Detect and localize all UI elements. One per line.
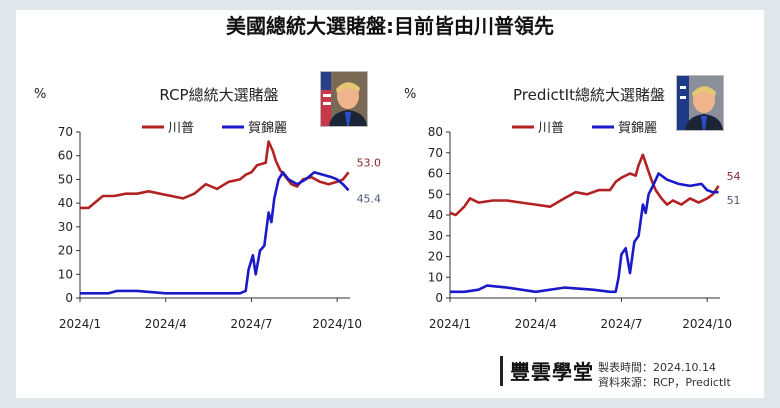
legend-label-harris: 賀錦麗: [618, 120, 657, 136]
y-tick-label: 70: [428, 146, 443, 160]
legend-label-trump: 川普: [168, 121, 194, 136]
y-axis-label: %: [34, 87, 46, 102]
y-tick-label: 40: [58, 196, 73, 210]
y-tick-label: 30: [58, 220, 73, 234]
y-tick-label: 60: [58, 149, 73, 163]
y-tick-label: 20: [58, 244, 73, 258]
series-line-trump: [449, 153, 720, 217]
end-value-label-harris: 45.4: [357, 192, 382, 205]
y-tick-label: 10: [58, 267, 73, 281]
end-value-label-harris: 51: [727, 194, 741, 207]
legend-label-harris: 賀錦麗: [248, 120, 287, 136]
chart-card: [16, 10, 764, 398]
x-tick-label: 2024/7: [600, 317, 642, 331]
y-tick-label: 0: [65, 291, 73, 305]
x-tick-label: 2024/4: [515, 317, 557, 331]
y-tick-label: 30: [428, 229, 443, 243]
footer-divider: [500, 356, 503, 386]
y-tick-label: 50: [58, 172, 73, 186]
brand-logo-text: 豐雲學堂: [510, 360, 594, 384]
y-axis-label: %: [404, 87, 416, 102]
x-tick-label: 2024/7: [230, 317, 272, 331]
y-tick-label: 40: [428, 208, 443, 222]
chart-title: RCP總統大選賭盤: [159, 86, 278, 104]
trump-photo-left: [320, 71, 368, 127]
legend-label-trump: 川普: [538, 121, 564, 136]
y-tick-label: 50: [428, 187, 443, 201]
series-line-harris: [450, 172, 719, 294]
series-line-harris: [80, 171, 350, 295]
y-tick-label: 10: [428, 270, 443, 284]
x-tick-label: 2024/10: [682, 317, 732, 331]
end-value-label-trump: 54: [727, 170, 741, 183]
end-value-label-trump: 53.0: [357, 156, 382, 169]
y-tick-label: 0: [435, 291, 443, 305]
page-title: 美國總統大選賭盤:目前皆由川普領先: [226, 14, 554, 38]
data-source: 資料來源：RCP，PredictIt: [598, 376, 731, 389]
x-tick-label: 2024/10: [312, 317, 362, 331]
y-tick-label: 60: [428, 167, 443, 181]
series-line-trump: [80, 140, 350, 210]
chart-title: PredictIt總統大選賭盤: [513, 86, 665, 104]
y-tick-label: 20: [428, 250, 443, 264]
x-tick-label: 2024/1: [59, 317, 101, 331]
trump-photo-right: [676, 75, 724, 131]
x-tick-label: 2024/4: [145, 317, 187, 331]
y-tick-label: 80: [428, 125, 443, 139]
table-date: 製表時間：2024.10.14: [598, 361, 716, 374]
x-tick-label: 2024/1: [429, 317, 471, 331]
y-tick-label: 70: [58, 125, 73, 139]
